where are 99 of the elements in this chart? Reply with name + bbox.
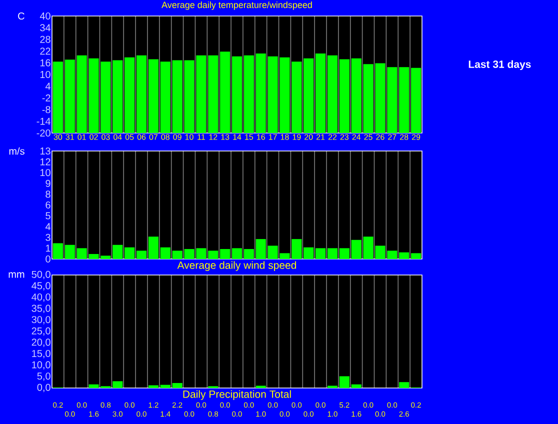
bar: [411, 253, 422, 259]
x-tick-label: 07: [149, 134, 158, 140]
x-tick-label: 05: [125, 134, 134, 140]
bar: [256, 239, 266, 259]
y-tick-label: 8: [46, 190, 50, 198]
y-tick-label: 34: [40, 24, 51, 32]
y-tick-label: 16: [40, 59, 50, 66]
bar: [399, 252, 410, 259]
bar: [304, 247, 314, 259]
bar: [244, 249, 254, 259]
y-tick-label: -20: [36, 129, 50, 137]
x-tick-label: 30: [54, 134, 62, 140]
bar: [148, 236, 158, 259]
y-tick-label: 4: [45, 223, 51, 230]
x-tick-label: 10: [185, 134, 194, 140]
y-tick-label: 10: [40, 169, 50, 176]
bar: [172, 383, 182, 388]
bar: [327, 248, 338, 259]
y-tick-label: 45,0: [32, 282, 50, 290]
y-tick-label: 40: [40, 12, 50, 20]
bar: [112, 244, 123, 259]
bar: [351, 384, 362, 388]
x-tick-label: 06: [137, 134, 146, 140]
x-tick-label: 27: [388, 134, 396, 140]
y-tick-label: 0,0: [37, 384, 50, 392]
x-tick-label: 04: [114, 134, 122, 140]
x-tick-label: 25: [364, 134, 372, 140]
y-tick-label: 6: [46, 201, 50, 209]
bar: [160, 247, 170, 259]
y-axis-title: m/s: [9, 147, 24, 155]
y-tick-label: 12: [40, 158, 50, 166]
x-tick-label: 22: [328, 134, 337, 140]
y-tick-label: 4: [45, 82, 51, 90]
y-tick-label: -14: [36, 118, 51, 125]
y-tick-label: 10: [40, 70, 50, 78]
x-tick-label: 12: [209, 134, 218, 140]
text: Last 31 days: [468, 60, 531, 70]
x-tick-label: 23: [340, 134, 349, 140]
bar: [160, 384, 170, 388]
x-tick-label: 21: [316, 134, 325, 140]
y-tick-label: 20,0: [32, 338, 50, 347]
y-tick-label: 15,0: [32, 350, 50, 358]
x-tick-label: 20: [304, 134, 313, 140]
y-axis-title: mm: [8, 272, 24, 278]
x-tick-label: 13: [221, 134, 230, 140]
bar: [208, 250, 218, 259]
y-tick-label: -2: [42, 94, 50, 102]
y-tick-label: 5,0: [37, 372, 50, 381]
bar: [399, 382, 410, 388]
x-tick-label: 28: [400, 134, 408, 140]
bar: [76, 248, 87, 259]
chart-title: Average daily temperature/windspeed: [162, 1, 312, 10]
bar: [339, 376, 350, 388]
y-tick-label: 22: [40, 48, 50, 55]
y-tick-label: 9: [46, 180, 50, 187]
x-tick-label: 09: [173, 134, 182, 140]
y-tick-label: 35,0: [32, 304, 50, 314]
bar: [148, 385, 158, 388]
bar: [351, 240, 362, 259]
y-tick-label: 28: [40, 36, 50, 43]
y-tick-label: 50,0: [32, 270, 50, 280]
x-tick-label: 29: [412, 134, 420, 140]
bar: [112, 381, 123, 388]
x-tick-label: 17: [268, 134, 277, 140]
bar: [316, 248, 326, 259]
x-tick-label: 31: [66, 134, 74, 140]
x-axis-title: Daily Precipitation Total: [183, 390, 291, 400]
bar: [52, 243, 63, 259]
y-tick-label: 25,0: [32, 327, 50, 336]
x-tick-label: 02: [90, 134, 98, 140]
x-tick-label: 15: [245, 134, 254, 140]
x-tick-label: 11: [198, 134, 205, 140]
y-tick-label: 30,0: [32, 316, 50, 324]
y-tick-label: 10,0: [32, 361, 50, 370]
y-tick-label: 3: [46, 234, 50, 241]
bar: [124, 247, 135, 259]
x-tick-label: 03: [102, 134, 110, 140]
bar: [232, 248, 242, 259]
y-tick-label: 5: [46, 212, 50, 220]
y-tick-label: 0: [46, 255, 50, 263]
y-axis-title: C: [18, 12, 24, 20]
bar: [64, 244, 75, 259]
x-tick-label: 26: [376, 134, 384, 140]
x-tick-label: 18: [280, 134, 289, 140]
y-tick-label: 13: [40, 147, 50, 155]
bar: [220, 249, 230, 259]
y-tick-label: 1: [46, 244, 50, 252]
y-tick-label: -8: [42, 106, 50, 114]
x-tick-label: 08: [161, 134, 170, 140]
x-tick-label: 16: [257, 134, 265, 140]
x-tick-label: 01: [78, 134, 86, 140]
bar: [387, 250, 398, 259]
x-tick-label: 19: [292, 134, 301, 140]
x-tick-label: 24: [352, 134, 361, 140]
x-axis-title: Average daily wind speed: [177, 261, 296, 271]
y-tick-label: 40,0: [32, 293, 50, 302]
bar: [339, 248, 350, 259]
bar: [136, 250, 147, 259]
x-tick-label: 14: [233, 134, 242, 140]
